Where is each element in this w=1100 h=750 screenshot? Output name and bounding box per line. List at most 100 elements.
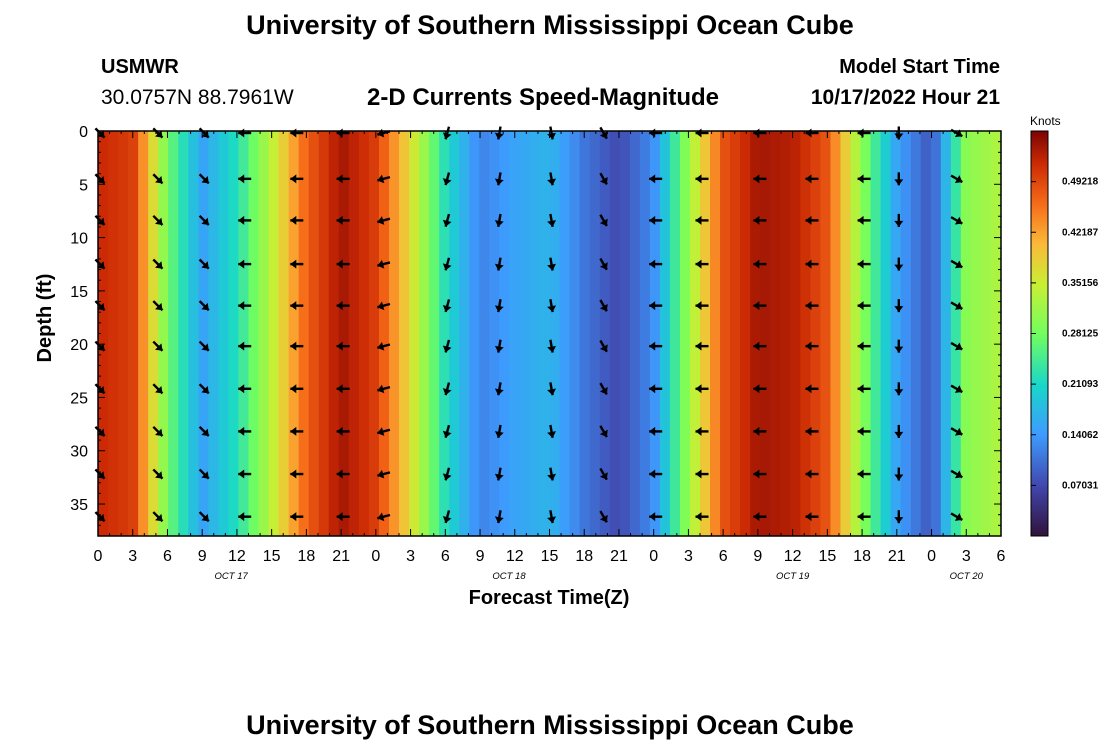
- current-vector-arrow: [494, 257, 504, 271]
- current-vector-head: [442, 219, 452, 227]
- current-vector-arrow: [805, 384, 819, 394]
- heatmap-column: [388, 131, 400, 536]
- current-vector-head: [954, 129, 963, 138]
- current-vector-head: [547, 178, 557, 186]
- current-vector-head: [805, 512, 812, 522]
- current-vector-arrow: [198, 425, 210, 437]
- heatmap-column: [840, 131, 852, 536]
- current-vector-head: [290, 174, 297, 184]
- current-vector-arrow: [547, 299, 557, 313]
- current-vector-head: [336, 215, 343, 225]
- colorbar-tick-label: 0.42187: [1062, 227, 1099, 238]
- current-vector-head: [238, 512, 245, 522]
- current-vector-head: [238, 341, 245, 351]
- current-vector-head: [954, 513, 963, 521]
- current-vector-arrow: [753, 341, 767, 351]
- current-vector-arrow: [894, 467, 904, 481]
- heatmap-column: [338, 131, 350, 536]
- x-tick-label: 9: [198, 548, 207, 565]
- heatmap-column: [890, 131, 902, 536]
- current-vector-arrow: [377, 301, 391, 311]
- current-vector-arrow: [547, 467, 557, 481]
- heatmap-cells: [98, 131, 1001, 536]
- current-vector-head: [894, 179, 904, 186]
- current-vector-head: [494, 473, 504, 481]
- x-tick-label: 6: [997, 548, 1006, 565]
- heatmap-column: [118, 131, 129, 536]
- current-vector-arrow: [94, 340, 106, 352]
- current-vector-arrow: [894, 213, 904, 227]
- heatmap-column: [469, 131, 480, 536]
- current-vector-head: [753, 426, 760, 436]
- heatmap-column: [700, 131, 711, 536]
- current-vector-head: [336, 341, 343, 351]
- heatmap-column: [960, 131, 972, 536]
- current-vector-arrow: [442, 424, 452, 439]
- x-tick-label: 9: [753, 548, 762, 565]
- current-vector-arrow: [753, 469, 767, 479]
- current-vector-arrow: [494, 339, 504, 353]
- current-vector-arrow: [599, 126, 608, 140]
- current-vector-head: [290, 426, 297, 436]
- current-vector-head: [695, 426, 702, 436]
- y-tick-label: 5: [79, 177, 88, 194]
- current-vector-head: [547, 388, 557, 396]
- current-vector-head: [954, 175, 963, 183]
- current-vector-arrow: [695, 301, 709, 311]
- current-vector-arrow: [857, 512, 871, 522]
- current-vector-arrow: [894, 382, 904, 396]
- current-vector-arrow: [753, 174, 767, 184]
- x-tick-label: 15: [541, 548, 559, 565]
- current-vector-head: [155, 176, 163, 184]
- x-tick-label: 18: [297, 548, 315, 565]
- current-vector-arrow: [649, 512, 663, 522]
- current-vector-head: [155, 261, 163, 269]
- current-vector-head: [695, 215, 702, 225]
- current-vector-arrow: [894, 424, 904, 438]
- current-vector-arrow: [950, 384, 963, 394]
- current-vector-arrow: [950, 512, 963, 521]
- current-vector-arrow: [950, 341, 963, 351]
- current-vector-head: [238, 384, 245, 394]
- current-vector-arrow: [152, 173, 164, 185]
- current-vector-head: [753, 384, 760, 394]
- current-vector-head: [753, 469, 760, 479]
- current-vector-head: [695, 384, 702, 394]
- heatmap-column: [188, 131, 199, 536]
- x-tick-label: 0: [94, 548, 103, 565]
- station-name: USMWR: [101, 56, 179, 78]
- heatmap-column: [98, 131, 109, 536]
- current-vector-head: [857, 384, 864, 394]
- current-vector-head: [442, 516, 452, 523]
- current-vector-arrow: [649, 301, 663, 311]
- current-vector-head: [290, 341, 297, 351]
- current-vector-head: [97, 261, 105, 269]
- heatmap-column: [479, 131, 490, 536]
- heatmap-column: [158, 131, 169, 536]
- current-vector-head: [857, 301, 864, 311]
- current-vector-arrow: [238, 301, 252, 311]
- colorbar: Knots 0.07031 0.14062 0.21093 0.28125 0.3515…: [1030, 114, 1099, 537]
- y-tick-label: 30: [70, 444, 88, 461]
- current-vector-arrow: [290, 384, 304, 394]
- heatmap-column: [258, 131, 270, 536]
- current-vector-head: [494, 345, 504, 353]
- current-vector-head: [377, 301, 385, 311]
- x-tick-label: 21: [332, 548, 350, 565]
- heatmap-column: [790, 131, 801, 536]
- current-vector-head: [649, 384, 656, 394]
- heatmap-column: [609, 131, 621, 536]
- x-date-label: OCT 18: [492, 571, 526, 582]
- heatmap-column: [308, 131, 320, 536]
- current-vector-head: [290, 469, 297, 479]
- heatmap-column: [539, 131, 551, 536]
- current-vector-arrow: [805, 341, 819, 351]
- current-vector-arrow: [894, 339, 904, 353]
- current-vector-head: [649, 174, 656, 184]
- current-vector-head: [155, 513, 163, 522]
- current-vector-arrow: [442, 510, 452, 524]
- current-vector-head: [599, 514, 608, 523]
- heatmap-column: [429, 131, 440, 536]
- current-vector-head: [201, 385, 209, 394]
- current-vector-head: [599, 177, 608, 185]
